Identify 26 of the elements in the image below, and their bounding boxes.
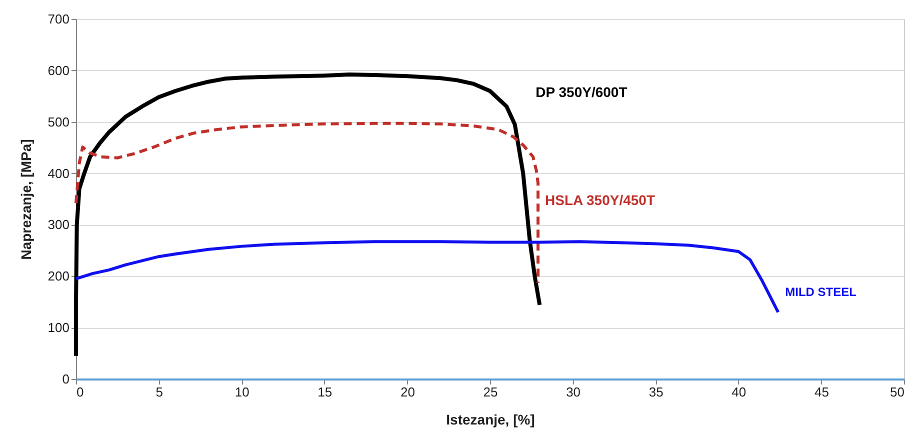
- y-tick-label: 500: [48, 114, 70, 130]
- x-tick-label: 5: [156, 384, 163, 400]
- x-tick-label: 35: [648, 384, 664, 400]
- x-tick-label: 0: [76, 384, 84, 400]
- x-axis-title: Istezanje, [%]: [446, 412, 535, 428]
- series-label: HSLA 350Y/450T: [545, 192, 656, 208]
- line-series: [74, 122, 540, 284]
- y-tick-label: 200: [48, 268, 70, 284]
- y-tick-label: 400: [48, 166, 70, 181]
- text: DP 350Y/600T: [536, 84, 628, 100]
- y-tick-label: 300: [48, 217, 70, 232]
- x-tick-label: 25: [483, 384, 498, 400]
- x-tick-label: 20: [400, 384, 415, 400]
- y-tick-label: 0: [62, 372, 70, 386]
- y-tick-label: 100: [48, 320, 70, 336]
- x-tick-label: 50: [890, 384, 904, 400]
- line-series: [74, 240, 780, 314]
- series-label: MILD STEEL: [785, 285, 856, 300]
- x-tick-label: 15: [318, 384, 332, 400]
- y-tick-label: 700: [48, 12, 70, 26]
- x-tick-label: 30: [566, 384, 581, 400]
- y-axis-title: Naprezanje, [MPa]: [18, 139, 34, 260]
- x-tick-label: 40: [732, 384, 746, 400]
- y-tick-label: 600: [48, 62, 70, 78]
- x-tick-label: 10: [234, 384, 250, 400]
- x-tick-label: 45: [814, 384, 829, 400]
